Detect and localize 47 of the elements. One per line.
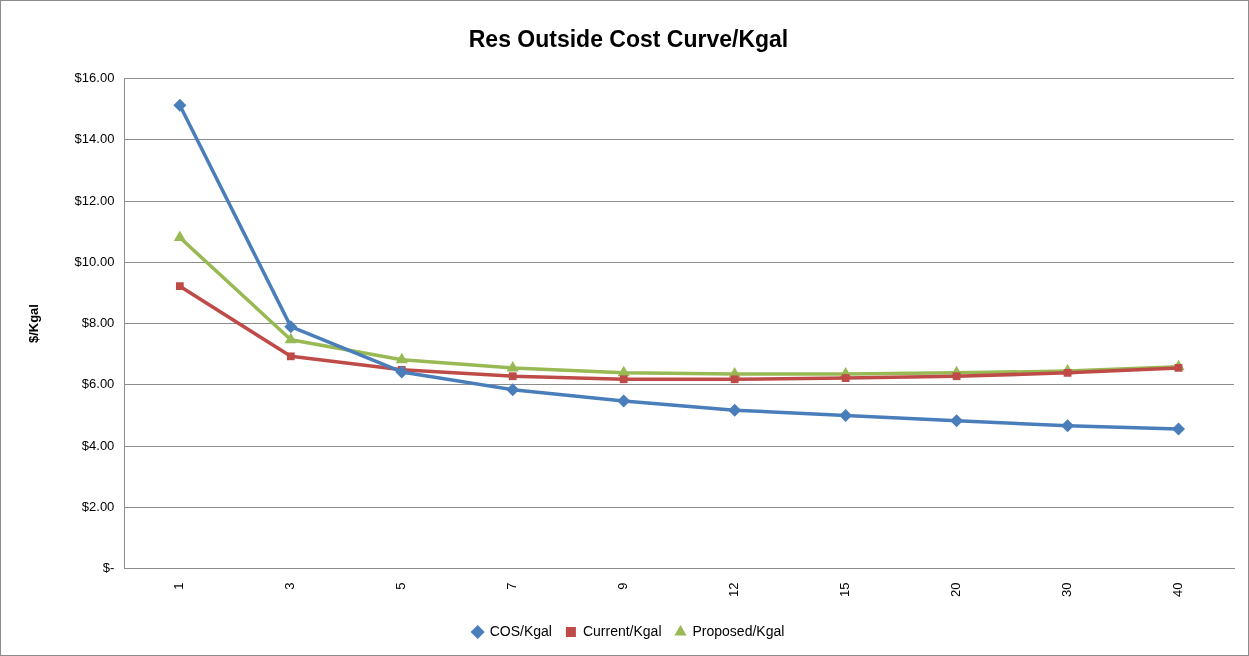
x-tick-label: 30 — [1059, 582, 1075, 598]
point — [839, 408, 853, 422]
point — [1063, 368, 1072, 377]
point — [1172, 422, 1186, 436]
point — [173, 98, 187, 112]
point — [284, 332, 297, 344]
x-tick-label: 5 — [393, 582, 409, 590]
y-tick-label: $6.00 — [81, 376, 115, 392]
y-tick-label: $8.00 — [81, 315, 115, 331]
point — [508, 372, 517, 381]
x-tick-label: 1 — [171, 582, 187, 590]
x-tick-label: 7 — [504, 582, 520, 590]
x-tick-label: 12 — [726, 582, 742, 598]
point — [952, 372, 961, 381]
x-tick-label: 15 — [837, 582, 853, 598]
point — [284, 320, 298, 334]
legend-label: Proposed/Kgal — [692, 622, 785, 639]
legend-label: COS/Kgal — [489, 622, 552, 639]
x-tick-label: 40 — [1170, 582, 1186, 598]
y-tick-label: $- — [102, 560, 115, 576]
point — [730, 375, 739, 384]
point — [395, 352, 408, 364]
point — [395, 365, 409, 379]
point — [619, 375, 628, 384]
point — [950, 414, 964, 428]
point — [1174, 364, 1183, 372]
point — [728, 403, 742, 417]
legend-label: Current/Kgal — [582, 622, 662, 639]
x-tick-label: 9 — [615, 582, 631, 590]
y-tick-label: $14.00 — [74, 131, 115, 147]
y-tick-label: $10.00 — [74, 253, 115, 269]
y-tick-label: $12.00 — [74, 192, 115, 208]
point — [175, 282, 184, 291]
point — [173, 230, 186, 242]
point — [1061, 419, 1075, 433]
y-axis-title: $/Kgal — [26, 304, 42, 344]
y-tick-label: $16.00 — [74, 70, 115, 86]
point — [506, 383, 520, 397]
y-tick-label: $2.00 — [81, 498, 115, 514]
point — [617, 394, 631, 408]
point — [506, 360, 519, 372]
x-tick-label: 20 — [948, 582, 964, 598]
chart-title: Res Outside Cost Curve/Kgal — [468, 26, 789, 53]
point — [841, 374, 850, 382]
point — [286, 352, 295, 361]
x-tick-label: 3 — [282, 582, 298, 590]
y-tick-label: $4.00 — [81, 437, 115, 453]
